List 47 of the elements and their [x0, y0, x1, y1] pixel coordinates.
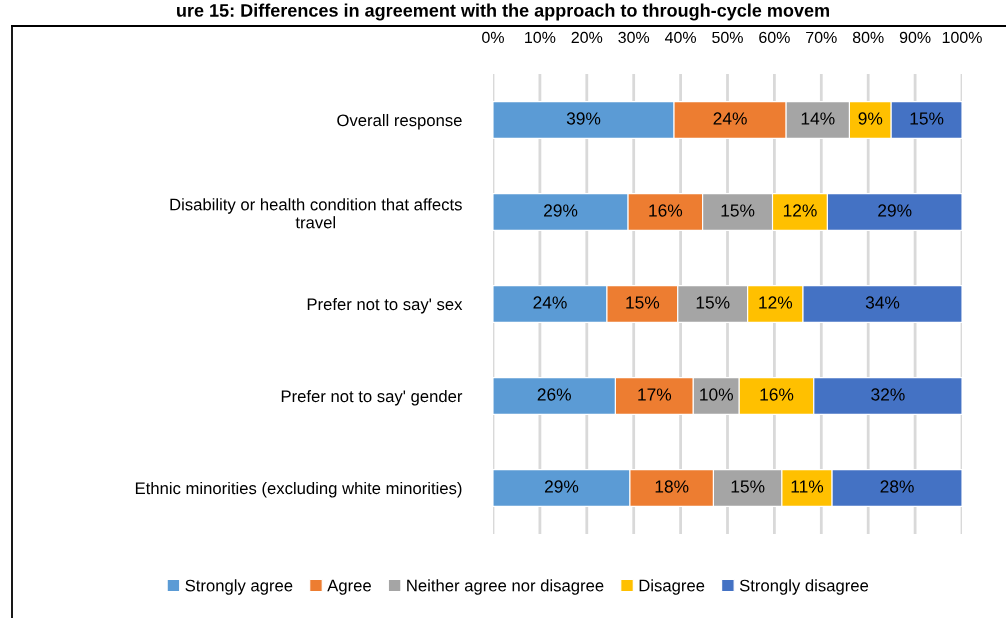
data-label: 24% — [713, 112, 747, 125]
data-label: 14% — [801, 112, 835, 125]
legend-label: Strongly disagree — [739, 579, 869, 595]
data-label: 11% — [791, 480, 824, 493]
x-tick-label: 50% — [712, 31, 743, 44]
data-label: 15% — [696, 296, 730, 309]
legend-label: Neither agree nor disagree — [407, 579, 604, 595]
data-label: 28% — [880, 480, 914, 493]
y-tick-label: Disability or health condition that affects travel — [170, 198, 462, 229]
data-label: 29% — [544, 480, 579, 493]
y-tick-label: Overall response — [337, 113, 462, 130]
data-label: 29% — [878, 204, 912, 217]
legend-label: Strongly agree — [185, 579, 293, 595]
data-label: 16% — [760, 388, 794, 401]
x-tick-label: 20% — [571, 31, 603, 44]
data-label: 39% — [566, 112, 601, 125]
y-tick-label: Prefer not to say' sex — [307, 297, 463, 314]
data-label: 16% — [649, 204, 683, 217]
x-tick-label: 0% — [482, 31, 504, 44]
data-label: 34% — [865, 296, 900, 309]
data-label: 15% — [731, 480, 765, 493]
x-tick-label: 40% — [664, 31, 697, 44]
data-label: 18% — [655, 480, 689, 493]
x-tick-label: 30% — [618, 31, 650, 44]
data-label: 10% — [700, 388, 733, 401]
y-tick-label: Ethnic minorities (excluding white minorities) — [135, 481, 462, 498]
data-label: 17% — [638, 388, 672, 401]
data-label: 15% — [721, 204, 755, 217]
legend-label: Agree — [327, 579, 371, 595]
data-label: 15% — [910, 112, 944, 125]
x-tick-label: 100% — [942, 31, 982, 44]
data-label: 26% — [537, 388, 571, 401]
x-tick-label: 70% — [806, 31, 837, 44]
data-label: 12% — [759, 296, 793, 309]
x-tick-label: 80% — [852, 31, 884, 44]
data-label: 12% — [783, 204, 817, 217]
x-tick-label: 10% — [525, 31, 556, 44]
x-tick-label: 90% — [899, 31, 931, 44]
data-label: 24% — [533, 296, 567, 309]
chart-title: ure 15: Differences in agreement with the approach to through-cycle movem — [177, 3, 829, 21]
data-label: 9% — [858, 112, 883, 125]
legend-label: Disagree — [639, 579, 705, 595]
y-tick-label: Prefer not to say' gender — [281, 389, 463, 406]
data-label: 15% — [626, 296, 660, 309]
data-label: 29% — [544, 204, 578, 217]
data-label: 32% — [871, 388, 905, 401]
x-tick-label: 60% — [759, 31, 790, 44]
